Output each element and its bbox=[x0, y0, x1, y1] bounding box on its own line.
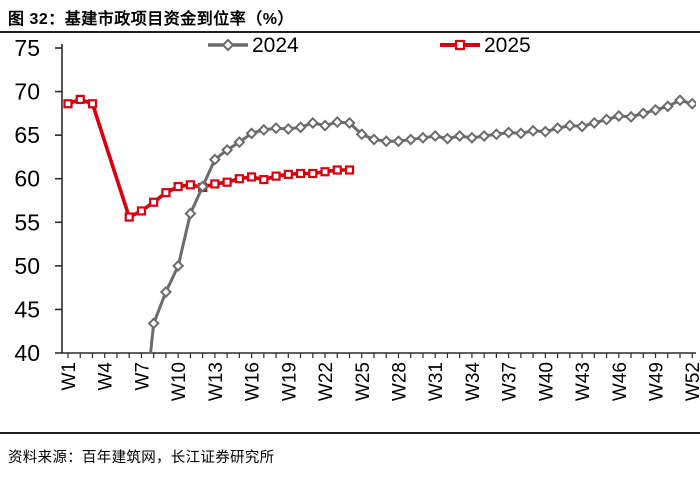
svg-text:W40: W40 bbox=[536, 362, 557, 401]
svg-text:W13: W13 bbox=[206, 362, 227, 401]
svg-text:W28: W28 bbox=[389, 362, 410, 401]
y-axis-labels: 40 45 50 55 60 65 70 75 bbox=[14, 35, 40, 366]
svg-text:W19: W19 bbox=[279, 362, 300, 401]
source-note: 资料来源：百年建筑网，长江证券研究所 bbox=[8, 450, 275, 466]
legend-label-2025: 2025 bbox=[484, 34, 531, 57]
svg-text:W25: W25 bbox=[353, 362, 374, 401]
svg-text:40: 40 bbox=[14, 340, 40, 366]
svg-text:70: 70 bbox=[14, 79, 40, 105]
svg-text:60: 60 bbox=[14, 166, 40, 192]
legend-item-2024: 2024 bbox=[208, 34, 299, 57]
svg-text:W43: W43 bbox=[573, 362, 594, 401]
svg-text:50: 50 bbox=[14, 253, 40, 279]
svg-text:W22: W22 bbox=[316, 362, 337, 401]
svg-text:65: 65 bbox=[14, 122, 40, 148]
svg-text:W34: W34 bbox=[463, 362, 484, 402]
legend-label-2024: 2024 bbox=[252, 34, 299, 57]
title-divider bbox=[0, 31, 700, 33]
legend-item-2025: 2025 bbox=[440, 34, 531, 57]
source-divider bbox=[0, 432, 700, 434]
svg-text:W46: W46 bbox=[610, 362, 631, 401]
figure-title: 图 32：基建市政项目资金到位率（%） bbox=[8, 11, 294, 28]
svg-text:W31: W31 bbox=[426, 362, 447, 401]
svg-text:W4: W4 bbox=[96, 362, 117, 391]
svg-text:W37: W37 bbox=[500, 362, 521, 401]
svg-text:W1: W1 bbox=[59, 362, 80, 391]
svg-text:45: 45 bbox=[14, 296, 40, 322]
axes bbox=[55, 44, 696, 358]
series-2024 bbox=[147, 94, 696, 354]
svg-text:W49: W49 bbox=[647, 362, 668, 401]
svg-text:75: 75 bbox=[14, 35, 40, 61]
series-2025 bbox=[63, 94, 355, 222]
svg-text:W10: W10 bbox=[169, 362, 190, 401]
line-chart: 40 45 50 55 60 65 70 75 W1 W4 W7 W10 W13 W16 W19 W22 W25… bbox=[14, 34, 700, 402]
svg-text:W7: W7 bbox=[132, 362, 153, 391]
svg-text:W52: W52 bbox=[683, 362, 700, 401]
svg-text:55: 55 bbox=[14, 209, 40, 235]
x-axis-labels: W1 W4 W7 W10 W13 W16 W19 W22 W25 W28 W31 W34 W37 W40 W… bbox=[59, 362, 700, 402]
svg-text:W16: W16 bbox=[243, 362, 264, 401]
